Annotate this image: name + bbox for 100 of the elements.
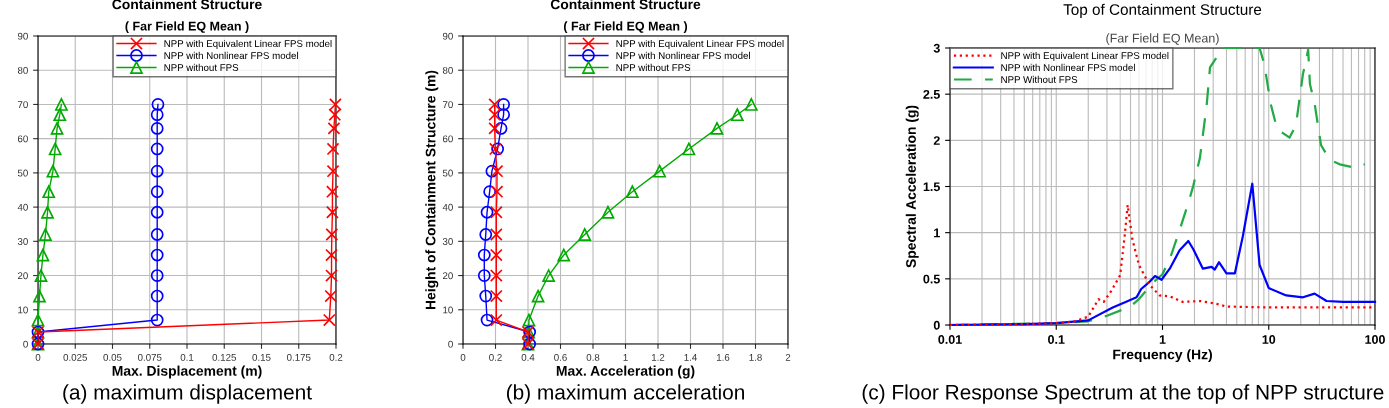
y-tick-label: 20 <box>442 272 453 280</box>
y-tick-label: 2 <box>933 136 940 145</box>
point <box>744 98 758 111</box>
x-tick-label: 1.2 <box>651 353 665 361</box>
point <box>326 142 340 156</box>
point <box>36 248 50 262</box>
point <box>325 228 339 241</box>
point <box>326 185 339 199</box>
y-tick-label: 30 <box>17 238 28 245</box>
y-tick-label: 60 <box>17 135 28 143</box>
point <box>325 248 338 262</box>
x-tick-label: 0.2 <box>489 353 502 361</box>
y-tick-label: 0 <box>933 320 940 330</box>
x-tick-label: 0.175 <box>286 353 311 361</box>
point <box>477 269 491 282</box>
y-tick-label: 80 <box>17 66 28 74</box>
x-tick-label: 1.8 <box>749 353 762 361</box>
point <box>39 228 52 241</box>
point <box>150 313 164 327</box>
point <box>46 164 60 178</box>
point <box>326 164 340 178</box>
point <box>730 108 744 122</box>
point <box>55 98 68 111</box>
x-tick-label: 1.4 <box>684 354 697 361</box>
legend-label: NPP with Nonlinear FPS model <box>164 51 298 60</box>
x-tick-label: 0.05 <box>103 353 122 361</box>
y-tick-label: 90 <box>17 32 28 40</box>
point <box>578 228 592 241</box>
chart-title: Containment Structure <box>112 0 262 10</box>
x-tick-label: 10 <box>1262 335 1276 344</box>
point <box>488 98 502 111</box>
chart-subtitle: ( Far Field EQ Mean ) <box>563 21 688 33</box>
point <box>490 185 504 199</box>
point <box>489 313 503 327</box>
text: (a) maximum displacement <box>63 384 312 404</box>
point <box>531 289 545 303</box>
x-axis-title: Max. Displacement (m) <box>112 365 262 379</box>
x-tick-label: 0 <box>35 353 41 361</box>
point <box>488 122 502 135</box>
x-tick-label: 0.4 <box>521 353 535 361</box>
point <box>151 98 165 111</box>
point <box>34 269 48 282</box>
point <box>489 269 503 282</box>
point <box>328 108 342 122</box>
legend-label: NPP with Nonlinear FPS model <box>616 51 750 60</box>
point <box>150 164 164 178</box>
legend-label: NPP without FPS <box>164 63 239 71</box>
point <box>150 142 164 156</box>
point <box>329 98 342 111</box>
point <box>483 185 497 199</box>
x-axis-title: Max. Acceleration (g) <box>556 365 695 379</box>
x-tick-label: 1 <box>1159 335 1166 344</box>
y-tick-label: 1 <box>934 228 940 238</box>
point <box>489 248 503 262</box>
x-tick-label: 0.6 <box>554 353 567 361</box>
point <box>150 122 164 135</box>
y-tick-label: 70 <box>17 101 28 109</box>
legend-label: NPP with Equivalent Linear FPS model <box>164 39 332 49</box>
y-tick-label: 40 <box>442 203 453 211</box>
point <box>490 164 504 178</box>
x-tick-label: 1 <box>623 354 628 361</box>
y-tick-label: 10 <box>443 306 453 314</box>
point <box>489 289 503 303</box>
point <box>326 205 339 219</box>
y-tick-label: 40 <box>17 203 28 211</box>
point <box>42 185 56 199</box>
point <box>710 122 724 135</box>
x-tick-label: 0.15 <box>252 353 271 361</box>
point <box>150 289 164 303</box>
point <box>41 205 54 219</box>
y-tick-label: 0.5 <box>923 274 940 284</box>
y-tick-label: 70 <box>442 101 453 109</box>
y-tick-label: 90 <box>442 32 453 40</box>
text: (b) maximum acceleration <box>506 384 744 404</box>
point <box>497 98 511 111</box>
point <box>653 164 667 178</box>
chart-subtitle: ( Far Field EQ Mean ) <box>125 21 249 33</box>
point <box>497 108 511 122</box>
x-tick-label: 0.8 <box>586 353 600 361</box>
legend-label: NPP Without FPS <box>1001 75 1078 83</box>
point <box>33 289 46 303</box>
y-tick-label: 30 <box>442 238 453 245</box>
point <box>625 185 639 199</box>
x-tick-label: 100 <box>1365 335 1385 344</box>
point <box>485 164 499 178</box>
y-axis-title: Spectral Acceleration (g) <box>905 105 919 268</box>
legend-label: NPP with Equivalent Linear FPS model <box>616 39 784 49</box>
y-tick-label: 80 <box>442 66 453 74</box>
point <box>489 228 503 241</box>
text: (c) Floor Response Spectrum at the top of NPP structure <box>862 384 1384 404</box>
y-tick-label: 2.5 <box>923 89 940 99</box>
x-tick-label: 0.075 <box>137 353 162 361</box>
point <box>53 108 67 122</box>
point <box>489 205 503 219</box>
point <box>494 122 508 135</box>
point <box>488 108 502 122</box>
point <box>480 205 494 219</box>
point <box>150 108 164 122</box>
point <box>31 313 45 327</box>
x-tick-label: 2 <box>785 353 791 361</box>
